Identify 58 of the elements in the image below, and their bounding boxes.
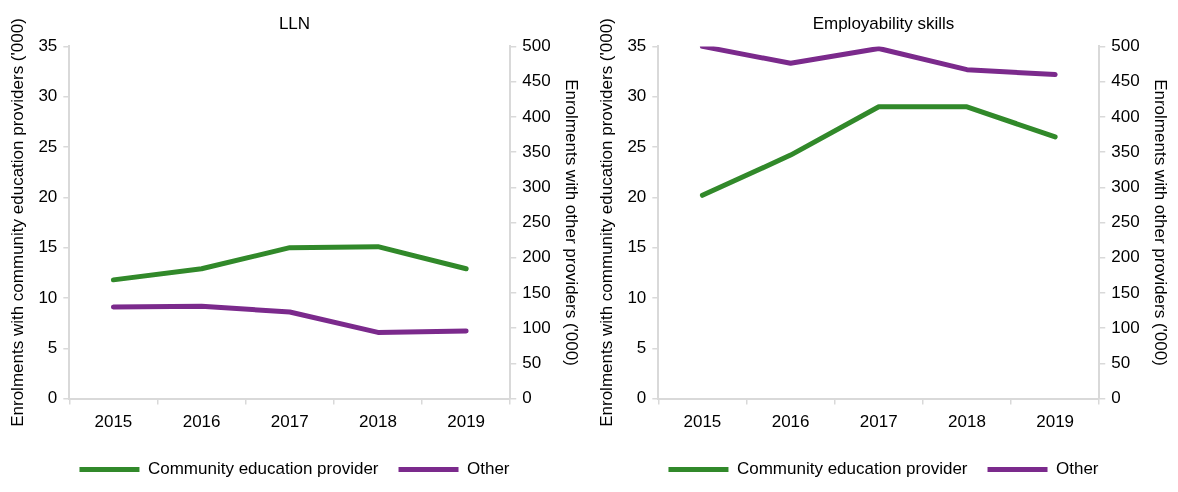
legend-label: Other xyxy=(1056,459,1099,479)
y2-tick-label: 250 xyxy=(522,212,551,232)
x-tick-label: 2015 xyxy=(683,412,722,432)
x-tick-label: 2016 xyxy=(771,412,810,432)
y2-tick-label: 300 xyxy=(1111,176,1140,196)
y-tick-label: 35 xyxy=(38,36,58,56)
y2-tick-label: 150 xyxy=(522,282,551,302)
x-tick-label: 2018 xyxy=(948,412,986,432)
y-tick-label: 10 xyxy=(38,287,58,307)
y2-tick-label: 400 xyxy=(1111,106,1140,126)
y2-tick-label: 400 xyxy=(522,106,551,126)
y-axis-title: Enrolments with community education providers ('000) xyxy=(596,18,616,427)
x-tick-label: 2019 xyxy=(1036,412,1075,432)
y2-tick-label: 150 xyxy=(1111,282,1140,302)
x-tick-label: 2016 xyxy=(182,412,221,432)
y-tick-label: 5 xyxy=(636,337,647,357)
y-tick-label: 30 xyxy=(627,86,647,106)
y2-tick-label: 500 xyxy=(522,36,551,56)
y2-tick-label: 500 xyxy=(1111,36,1140,56)
y-tick-label: 30 xyxy=(38,86,58,106)
y-tick-label: 25 xyxy=(38,136,58,156)
y2-tick-label: 350 xyxy=(522,141,551,161)
y-tick-label: 0 xyxy=(636,388,647,408)
y2-tick-label: 100 xyxy=(1111,317,1140,337)
y-tick-label: 10 xyxy=(627,287,647,307)
y2-axis-title: Enrolments with other providers ('000) xyxy=(1151,79,1171,366)
y2-tick-label: 450 xyxy=(522,71,551,91)
y-tick-label: 5 xyxy=(47,337,58,357)
y-tick-label: 35 xyxy=(627,36,647,56)
y2-tick-label: 200 xyxy=(522,247,551,267)
y-tick-label: 15 xyxy=(38,237,58,257)
y2-tick-label: 300 xyxy=(522,176,551,196)
y2-tick-label: 100 xyxy=(522,317,551,337)
y-axis-title: Enrolments with community education providers ('000) xyxy=(7,18,27,427)
chart-title: LLN xyxy=(278,13,311,33)
legend-label: Other xyxy=(467,459,510,479)
legend-label: Community education provider xyxy=(736,459,968,479)
y-tick-label: 0 xyxy=(47,388,58,408)
x-tick-label: 2017 xyxy=(859,412,898,432)
y-tick-label: 20 xyxy=(38,187,58,207)
y-tick-label: 25 xyxy=(627,136,647,156)
chart-title: Employability skills xyxy=(812,13,955,33)
y2-tick-label: 450 xyxy=(1111,71,1140,91)
y2-tick-label: 50 xyxy=(1111,353,1131,373)
x-tick-label: 2019 xyxy=(447,412,486,432)
y-tick-label: 15 xyxy=(627,237,647,257)
y-tick-label: 20 xyxy=(627,187,647,207)
y2-axis-title: Enrolments with other providers ('000) xyxy=(562,79,582,366)
y2-tick-label: 350 xyxy=(1111,141,1140,161)
y2-tick-label: 250 xyxy=(1111,212,1140,232)
legend-label: Community education provider xyxy=(147,459,379,479)
x-tick-label: 2018 xyxy=(359,412,397,432)
y2-tick-label: 50 xyxy=(522,353,542,373)
y2-tick-label: 0 xyxy=(522,388,532,408)
x-tick-label: 2015 xyxy=(94,412,133,432)
y2-tick-label: 0 xyxy=(1111,388,1121,408)
x-tick-label: 2017 xyxy=(270,412,309,432)
y2-tick-label: 200 xyxy=(1111,247,1140,267)
